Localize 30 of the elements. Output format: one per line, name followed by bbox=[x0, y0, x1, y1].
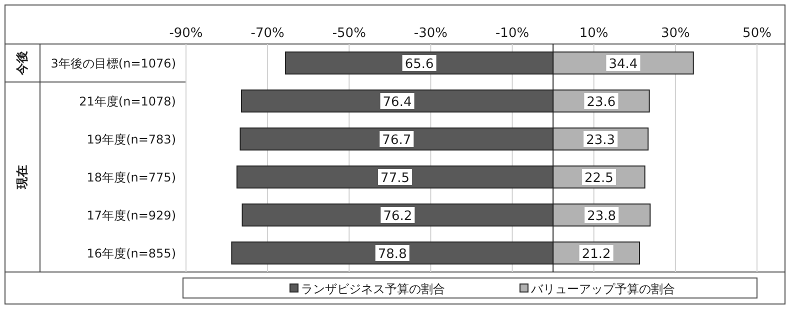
data-label: 76.2 bbox=[383, 209, 412, 224]
y-tick-label: 21年度(n=1078) bbox=[79, 94, 176, 108]
data-label: 77.5 bbox=[380, 171, 410, 186]
x-tick-label: -50% bbox=[332, 26, 366, 41]
y-tick-label: 19年度(n=783) bbox=[86, 132, 176, 146]
data-label: 23.6 bbox=[586, 95, 616, 110]
legend-label: バリューアップ予算の割合 bbox=[530, 282, 675, 296]
x-tick-label: 30% bbox=[660, 26, 690, 41]
data-label: 34.4 bbox=[608, 57, 638, 72]
data-label: 22.5 bbox=[584, 171, 614, 186]
x-tick-label: -30% bbox=[414, 26, 448, 41]
data-label: 21.2 bbox=[582, 247, 611, 262]
data-label: 76.4 bbox=[382, 95, 412, 110]
y-tick-label: 17年度(n=929) bbox=[86, 208, 176, 222]
data-label: 76.7 bbox=[382, 133, 412, 148]
text: 今後 bbox=[15, 51, 29, 76]
data-label: 23.8 bbox=[587, 209, 616, 224]
x-tick-label: -10% bbox=[495, 26, 530, 41]
text: 現在 bbox=[15, 165, 29, 190]
data-label: 23.3 bbox=[586, 133, 616, 148]
x-tick-label: 50% bbox=[742, 26, 772, 41]
x-tick-label: -90% bbox=[169, 26, 203, 41]
y-tick-label: 16年度(n=855) bbox=[86, 246, 176, 260]
y-tick-label: 18年度(n=775) bbox=[86, 170, 176, 184]
x-tick-label: 10% bbox=[579, 26, 608, 41]
y-tick-label: 3年後の目標(n=1076) bbox=[50, 56, 176, 70]
legend-label: ランザビジネス予算の割合 bbox=[301, 282, 445, 296]
data-label: 65.6 bbox=[404, 57, 434, 72]
x-tick-label: -70% bbox=[250, 26, 284, 41]
data-label: 78.8 bbox=[378, 247, 407, 262]
